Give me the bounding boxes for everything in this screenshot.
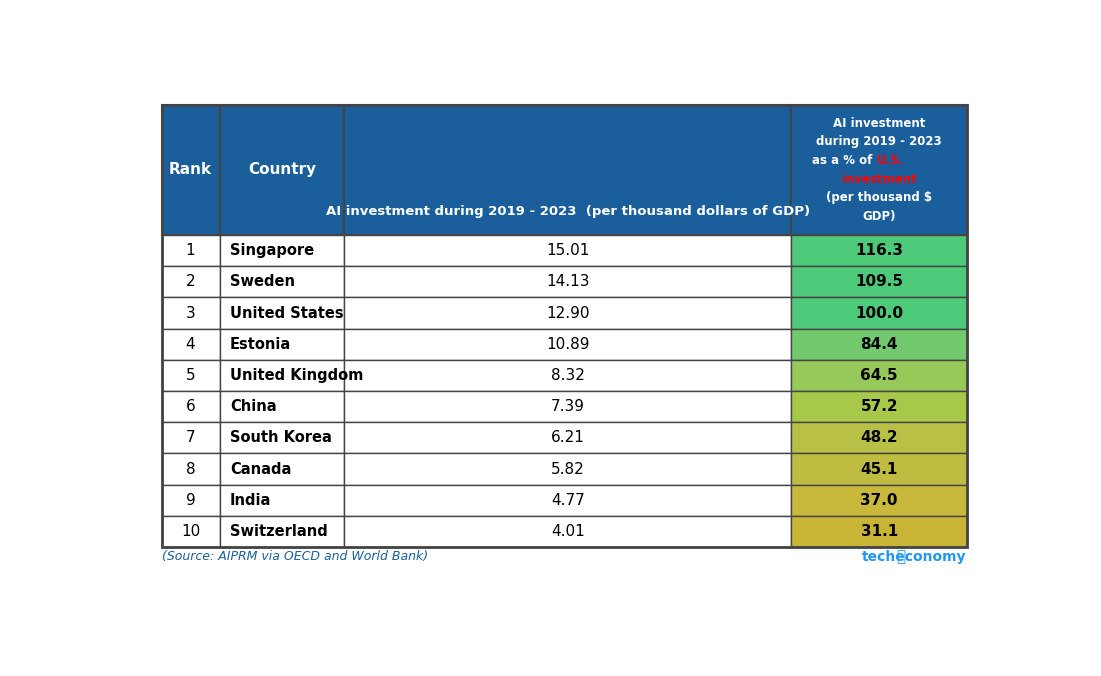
Text: (Source: AIPRM via OECD and World Bank): (Source: AIPRM via OECD and World Bank) bbox=[162, 550, 427, 562]
Bar bbox=[345, 235, 792, 266]
Text: 84.4: 84.4 bbox=[861, 337, 898, 352]
Text: Singapore: Singapore bbox=[230, 243, 314, 258]
Text: 7.39: 7.39 bbox=[550, 399, 585, 414]
Text: 10: 10 bbox=[181, 524, 200, 539]
Bar bbox=[219, 266, 345, 297]
Bar bbox=[345, 297, 792, 329]
Bar bbox=[219, 454, 345, 485]
Text: during 2019 - 2023: during 2019 - 2023 bbox=[817, 135, 942, 148]
Bar bbox=[345, 391, 792, 422]
Text: 10.89: 10.89 bbox=[546, 337, 590, 352]
Text: 116.3: 116.3 bbox=[855, 243, 903, 258]
Bar bbox=[345, 454, 792, 485]
Bar bbox=[162, 329, 219, 360]
Text: 48.2: 48.2 bbox=[860, 431, 898, 445]
Bar bbox=[219, 485, 345, 516]
Bar bbox=[792, 105, 967, 235]
Text: techeconomy: techeconomy bbox=[862, 550, 967, 564]
Text: 64.5: 64.5 bbox=[860, 368, 898, 383]
Text: Canada: Canada bbox=[230, 462, 291, 477]
Text: Sweden: Sweden bbox=[230, 274, 295, 289]
Text: U.S.: U.S. bbox=[876, 154, 904, 167]
Text: United Kingdom: United Kingdom bbox=[230, 368, 363, 383]
Text: 7: 7 bbox=[186, 431, 195, 445]
Text: 31.1: 31.1 bbox=[861, 524, 897, 539]
Bar bbox=[345, 422, 792, 454]
Bar bbox=[345, 360, 792, 391]
Text: Estonia: Estonia bbox=[230, 337, 291, 352]
Text: Rank: Rank bbox=[168, 162, 212, 177]
Bar bbox=[345, 266, 792, 297]
Text: 6.21: 6.21 bbox=[550, 431, 585, 445]
Text: (per thousand $: (per thousand $ bbox=[826, 191, 933, 204]
Bar bbox=[162, 516, 219, 547]
Text: as a % of: as a % of bbox=[813, 154, 876, 167]
Bar bbox=[792, 329, 967, 360]
Bar bbox=[792, 235, 967, 266]
Bar bbox=[162, 391, 219, 422]
Text: 4.77: 4.77 bbox=[550, 493, 585, 508]
Text: as a % of U.S.: as a % of U.S. bbox=[833, 154, 925, 167]
Bar bbox=[162, 454, 219, 485]
Text: 57.2: 57.2 bbox=[860, 399, 898, 414]
Text: 8.32: 8.32 bbox=[550, 368, 585, 383]
Text: 2: 2 bbox=[186, 274, 195, 289]
Text: South Korea: South Korea bbox=[230, 431, 331, 445]
Text: 3: 3 bbox=[186, 306, 195, 320]
Bar bbox=[792, 422, 967, 454]
Bar bbox=[162, 297, 219, 329]
Bar bbox=[219, 329, 345, 360]
Bar bbox=[792, 391, 967, 422]
Text: 9: 9 bbox=[186, 493, 195, 508]
Text: 5.82: 5.82 bbox=[550, 462, 585, 477]
Text: 12.90: 12.90 bbox=[546, 306, 590, 320]
Text: 4: 4 bbox=[186, 337, 195, 352]
Bar bbox=[219, 297, 345, 329]
Text: AI investment: AI investment bbox=[833, 117, 926, 130]
Bar bbox=[162, 235, 219, 266]
Text: 109.5: 109.5 bbox=[855, 274, 903, 289]
Text: 14.13: 14.13 bbox=[546, 274, 590, 289]
Bar bbox=[345, 485, 792, 516]
Text: GDP): GDP) bbox=[862, 210, 896, 223]
Text: Country: Country bbox=[248, 162, 316, 177]
Bar bbox=[162, 266, 219, 297]
Text: 6: 6 bbox=[186, 399, 195, 414]
Text: 15.01: 15.01 bbox=[546, 243, 589, 258]
Text: Ⓣ: Ⓣ bbox=[896, 550, 905, 564]
Bar bbox=[219, 516, 345, 547]
Text: 8: 8 bbox=[186, 462, 195, 477]
Bar bbox=[792, 516, 967, 547]
Bar bbox=[219, 360, 345, 391]
Text: 37.0: 37.0 bbox=[861, 493, 898, 508]
Bar bbox=[792, 297, 967, 329]
Bar bbox=[345, 329, 792, 360]
Bar bbox=[162, 360, 219, 391]
Bar bbox=[219, 105, 345, 235]
Bar bbox=[219, 235, 345, 266]
Text: 100.0: 100.0 bbox=[855, 306, 903, 320]
Bar bbox=[162, 485, 219, 516]
Bar bbox=[219, 391, 345, 422]
Bar bbox=[345, 105, 792, 235]
Bar bbox=[792, 266, 967, 297]
Text: AI investment during 2019 - 2023  (per thousand dollars of GDP): AI investment during 2019 - 2023 (per th… bbox=[326, 205, 810, 218]
Text: China: China bbox=[230, 399, 276, 414]
Bar bbox=[792, 485, 967, 516]
Text: 5: 5 bbox=[186, 368, 195, 383]
Bar bbox=[792, 454, 967, 485]
Text: India: India bbox=[230, 493, 271, 508]
Text: 4.01: 4.01 bbox=[550, 524, 585, 539]
Text: investment: investment bbox=[842, 172, 917, 186]
Text: Switzerland: Switzerland bbox=[230, 524, 327, 539]
Text: 45.1: 45.1 bbox=[861, 462, 898, 477]
Bar bbox=[219, 422, 345, 454]
Text: 1: 1 bbox=[186, 243, 195, 258]
Bar bbox=[162, 105, 219, 235]
Bar bbox=[162, 422, 219, 454]
Bar bbox=[345, 516, 792, 547]
Bar bbox=[162, 105, 967, 547]
Text: United States: United States bbox=[230, 306, 344, 320]
Bar bbox=[792, 360, 967, 391]
